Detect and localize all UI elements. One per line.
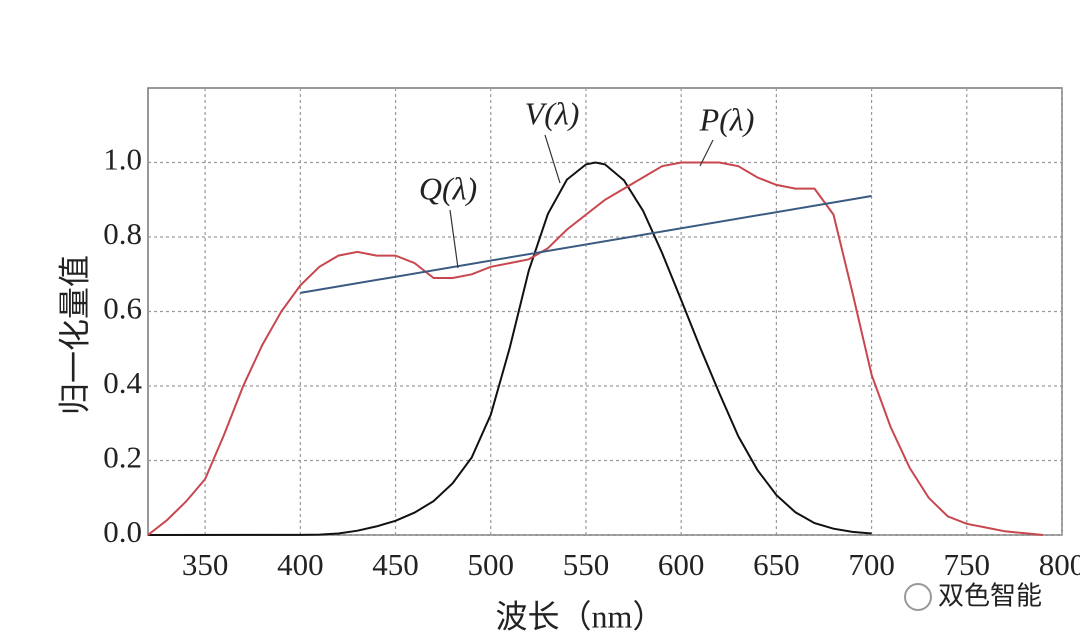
watermark-icon	[904, 583, 932, 611]
series-line	[300, 195, 872, 294]
watermark: 双色智能	[938, 582, 1042, 612]
series-line	[147, 161, 1044, 536]
label-leader	[544, 134, 561, 184]
x-tick-label: 750	[944, 547, 991, 582]
x-tick-label: 650	[753, 547, 800, 582]
series-label: V(λ)	[525, 95, 580, 131]
label-leader	[699, 139, 714, 167]
label-leader	[449, 209, 459, 269]
x-tick-label: 600	[658, 547, 705, 582]
y-tick-label: 0.2	[103, 440, 142, 475]
series-label: P(λ)	[699, 101, 755, 137]
y-axis-label: 归一化量值	[56, 255, 92, 415]
x-tick-label: 500	[468, 547, 515, 582]
y-tick-label: 0.0	[103, 514, 142, 549]
x-tick-label: 450	[372, 547, 419, 582]
x-tick-label: 700	[848, 547, 895, 582]
series-label: Q(λ)	[419, 170, 477, 206]
y-tick-label: 0.8	[103, 216, 142, 251]
y-tick-label: 0.4	[103, 365, 142, 400]
series-line	[147, 161, 872, 536]
y-tick-label: 1.0	[103, 142, 142, 177]
y-tick-label: 0.6	[103, 291, 142, 326]
x-axis-label: 波长（nm）	[496, 598, 665, 634]
x-tick-label: 550	[563, 547, 610, 582]
x-tick-label: 350	[182, 547, 229, 582]
x-tick-label: 800	[1039, 547, 1080, 582]
x-tick-label: 400	[277, 547, 324, 582]
